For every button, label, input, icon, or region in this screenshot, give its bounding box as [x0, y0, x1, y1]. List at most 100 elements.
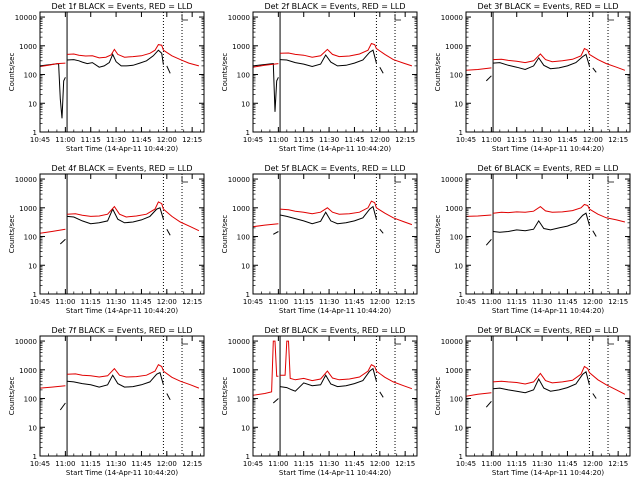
lld-series-line [280, 200, 377, 215]
lld-series-line [253, 223, 279, 228]
lld-series-line [280, 340, 377, 382]
x-axis-label: Start Time (14-Apr-11 10:44:20) [492, 469, 604, 477]
y-tick-label: 1 [33, 453, 37, 461]
x-axis-label: Start Time (14-Apr-11 10:44:20) [66, 307, 178, 315]
events-series-line [592, 67, 597, 73]
y-axis-label: Counts/sec [221, 215, 229, 254]
lld-series-line [493, 47, 590, 64]
marker-bracket [607, 14, 615, 21]
x-tick-label: 10:45 [243, 460, 263, 468]
events-series-line [166, 228, 171, 236]
y-tick-label: 1 [33, 291, 37, 299]
x-axis-label: Start Time (14-Apr-11 10:44:20) [66, 469, 178, 477]
panel-title: Det 6f BLACK = Events, RED = LLD [477, 164, 618, 173]
y-tick-label: 10 [454, 100, 463, 108]
y-tick-label: 1 [246, 453, 250, 461]
events-series-line [59, 238, 66, 245]
events-series-line [379, 228, 384, 234]
plot-frame [465, 11, 631, 133]
y-axis-label: Counts/sec [434, 53, 442, 92]
x-tick-label: 10:45 [456, 298, 476, 306]
plot-frame [252, 173, 418, 295]
y-tick-label: 10 [241, 262, 250, 270]
plot-frame [39, 173, 205, 295]
x-tick-label: 10:45 [30, 298, 50, 306]
lld-series-line [253, 340, 279, 396]
panel-title: Det 9f BLACK = Events, RED = LLD [477, 326, 618, 335]
y-tick-label: 10000 [228, 338, 250, 346]
x-tick-label: 11:30 [532, 298, 552, 306]
panel-title: Det 4f BLACK = Events, RED = LLD [51, 164, 192, 173]
marker-bracket [607, 176, 615, 183]
x-tick-label: 12:00 [157, 460, 177, 468]
x-tick-label: 11:15 [294, 136, 314, 144]
plot-frame [39, 335, 205, 457]
x-tick-label: 11:30 [532, 460, 552, 468]
marker-bracket [181, 338, 189, 345]
panel-title: Det 2f BLACK = Events, RED = LLD [264, 2, 405, 11]
panel-title: Det 3f BLACK = Events, RED = LLD [477, 2, 618, 11]
x-tick-label: 12:15 [608, 460, 628, 468]
x-axis-label: Start Time (14-Apr-11 10:44:20) [492, 145, 604, 153]
panel-title: Det 8f BLACK = Events, RED = LLD [264, 326, 405, 335]
events-series-line [485, 75, 492, 82]
events-series-line [485, 238, 492, 246]
lld-series-line [493, 365, 590, 385]
lld-series-line [40, 62, 66, 67]
events-series-line [253, 63, 279, 112]
y-tick-label: 10 [241, 100, 250, 108]
lld-series-line [40, 385, 66, 389]
detector-panel: Det 2f BLACK = Events, RED = LLD 1 10 100 10… [221, 2, 418, 153]
series-group [253, 42, 413, 112]
lld-series-line [376, 48, 413, 67]
x-tick-label: 11:00 [481, 136, 501, 144]
x-tick-label: 11:15 [81, 136, 101, 144]
x-tick-label: 11:45 [344, 136, 364, 144]
x-tick-label: 11:30 [532, 136, 552, 144]
events-series-line [493, 212, 590, 233]
x-tick-label: 12:15 [395, 460, 415, 468]
events-series-line [493, 53, 590, 71]
y-tick-label: 10000 [441, 338, 463, 346]
y-axis-label: Counts/sec [8, 215, 16, 254]
y-tick-label: 100 [450, 396, 463, 404]
x-tick-label: 12:00 [157, 136, 177, 144]
events-series-line [59, 402, 66, 411]
x-tick-label: 11:15 [507, 460, 527, 468]
x-tick-label: 12:15 [182, 460, 202, 468]
y-tick-label: 1000 [19, 205, 37, 213]
detector-panel: Det 3f BLACK = Events, RED = LLD 1 10 100 10… [434, 2, 631, 153]
x-tick-label: 11:45 [131, 298, 151, 306]
x-tick-label: 11:00 [268, 298, 288, 306]
x-tick-label: 11:00 [55, 136, 75, 144]
x-tick-label: 12:15 [395, 136, 415, 144]
lld-series-line [466, 214, 492, 217]
detector-panel: Det 7f BLACK = Events, RED = LLD 1 10 100 10… [8, 326, 205, 477]
y-tick-label: 1000 [445, 43, 463, 51]
x-tick-label: 11:45 [557, 298, 577, 306]
series-group [253, 200, 413, 235]
marker-bracket [181, 14, 189, 21]
lld-series-line [589, 372, 626, 395]
x-tick-label: 11:15 [507, 298, 527, 306]
x-tick-label: 11:30 [319, 136, 339, 144]
lld-series-line [67, 201, 164, 218]
x-tick-label: 12:00 [583, 136, 603, 144]
marker-bracket [181, 176, 189, 183]
events-series-line [493, 370, 590, 394]
x-tick-label: 12:00 [583, 460, 603, 468]
x-tick-label: 11:00 [268, 136, 288, 144]
x-tick-label: 11:30 [319, 298, 339, 306]
x-tick-label: 11:30 [106, 460, 126, 468]
x-tick-label: 12:00 [370, 136, 390, 144]
lld-series-line [40, 228, 66, 234]
y-tick-label: 100 [237, 396, 250, 404]
x-tick-label: 10:45 [456, 460, 476, 468]
panel-title: Det 7f BLACK = Events, RED = LLD [51, 326, 192, 335]
detector-panel: Det 6f BLACK = Events, RED = LLD 1 10 100 10… [434, 164, 631, 315]
x-tick-label: 11:30 [106, 298, 126, 306]
x-tick-label: 12:15 [608, 298, 628, 306]
x-tick-label: 11:15 [507, 136, 527, 144]
x-tick-label: 11:00 [268, 460, 288, 468]
series-group [466, 203, 626, 246]
